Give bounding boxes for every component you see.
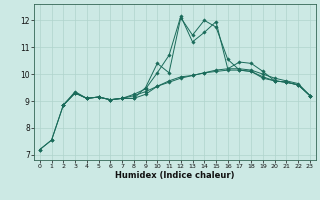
X-axis label: Humidex (Indice chaleur): Humidex (Indice chaleur) (115, 171, 235, 180)
